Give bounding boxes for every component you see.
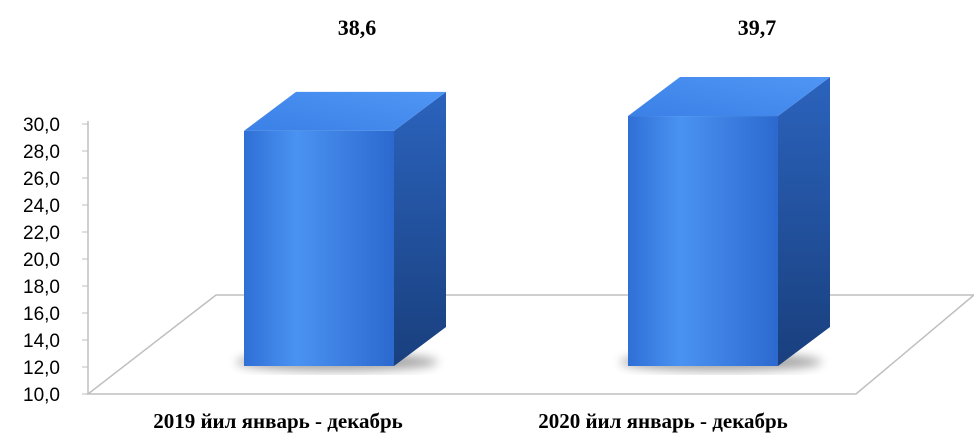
- y-tick-label: 10,0: [23, 385, 60, 406]
- y-tick-label: 14,0: [23, 331, 60, 352]
- category-label: 2020 йил январь - декабрь: [538, 409, 788, 433]
- y-tick-label: 20,0: [23, 250, 60, 271]
- chart-floor: [85, 294, 974, 395]
- bar-top: [628, 77, 830, 117]
- y-tick-label: 26,0: [23, 169, 60, 190]
- y-tick-label: 30,0: [23, 115, 60, 136]
- y-tick-label: 28,0: [23, 142, 60, 163]
- y-tick-label: 18,0: [23, 277, 60, 298]
- y-tick-label: 24,0: [23, 196, 60, 217]
- data-label: 38,6: [338, 15, 377, 40]
- bar-front: [628, 116, 778, 366]
- y-tick-label: 12,0: [23, 358, 60, 379]
- bar-top: [244, 91, 446, 131]
- bar-side: [394, 91, 446, 367]
- y-axis-ticks: 10,0 12,0 14,0 16,0 18,0 20,0 22,0 24,0 26,0 28,0…: [23, 115, 88, 406]
- y-tick-label: 16,0: [23, 304, 60, 325]
- category-label: 2019 йил январь - декабрь: [153, 409, 403, 433]
- bar-side: [778, 77, 830, 367]
- data-label: 39,7: [738, 15, 777, 40]
- bars-layer: [236, 77, 830, 371]
- y-tick-label: 22,0: [23, 223, 60, 244]
- bar-front: [244, 130, 394, 366]
- category-labels-layer: 2019 йил январь - декабрь 2020 йил январь…: [153, 409, 788, 433]
- data-labels-layer: 38,6 39,7: [338, 15, 777, 40]
- bar: [236, 91, 446, 371]
- bar: [620, 77, 830, 371]
